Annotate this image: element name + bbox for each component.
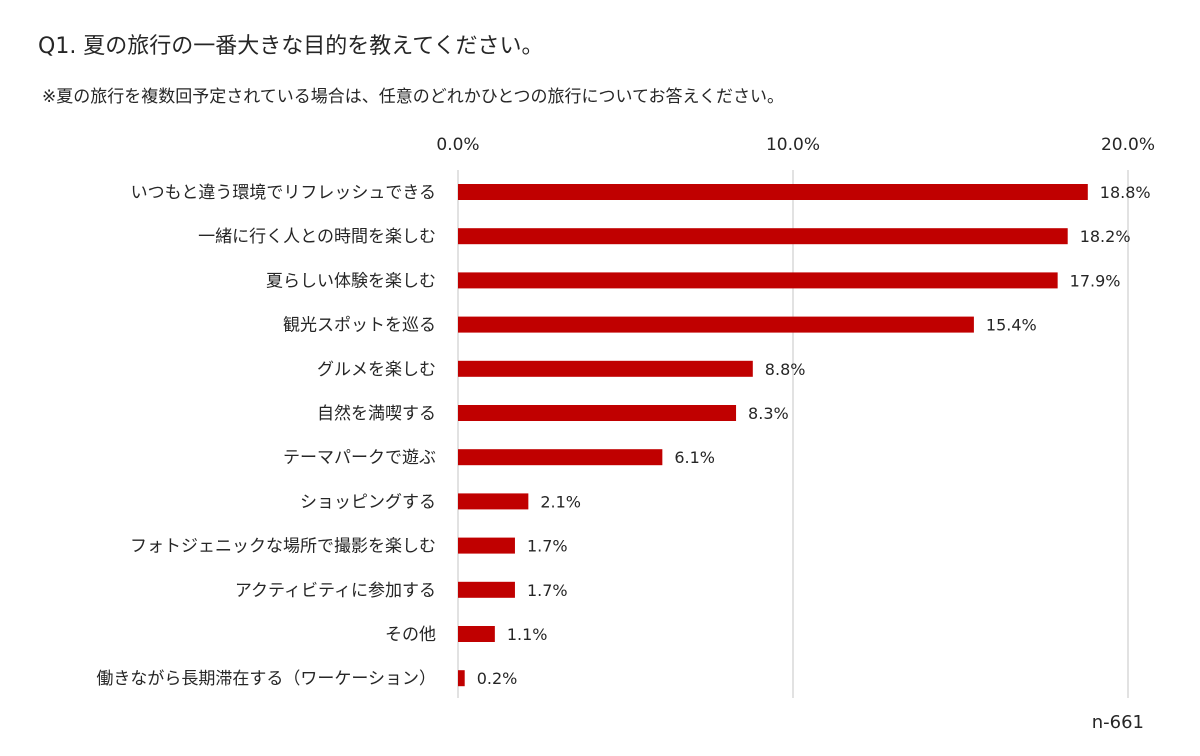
category-label: アクティビティに参加する (235, 581, 436, 601)
bar (458, 581, 515, 598)
category-labels: いつもと違う環境でリフレッシュできる一緒に行く人との時間を楽しむ夏らしい体験を楽… (96, 183, 436, 689)
bar (458, 405, 737, 421)
sample-size: n-661 (1091, 712, 1144, 733)
category-label: グルメを楽しむ (317, 360, 436, 380)
value-label: 1.7% (527, 537, 568, 556)
bars (458, 184, 1088, 687)
value-labels: 18.8% 18.2% 17.9% 15.4% 8.8% 8.3% 6.1% 2.1% 1.7%… (477, 183, 1151, 688)
bar (458, 272, 1058, 289)
x-tick-label: 0.0% (436, 135, 479, 155)
value-label: 15.4% (986, 316, 1037, 335)
value-label: 17.9% (1070, 271, 1121, 290)
category-label: その他 (385, 625, 436, 645)
category-label: テーマパークで遊ぶ (283, 448, 436, 468)
bar (458, 493, 529, 510)
category-label: ショッピングする (300, 492, 436, 512)
value-label: 1.1% (507, 625, 548, 644)
bar (458, 316, 974, 333)
category-label: 働きながら長期滞在する（ワーケーション） (96, 669, 436, 689)
category-label: 自然を満喫する (317, 404, 436, 424)
bar (458, 537, 515, 554)
value-label: 18.8% (1100, 183, 1151, 202)
value-label: 8.8% (765, 360, 806, 379)
value-label: 2.1% (540, 492, 581, 511)
value-label: 0.2% (477, 669, 518, 688)
bar (458, 449, 663, 466)
value-label: 6.1% (674, 448, 715, 467)
value-label: 8.3% (748, 404, 789, 423)
grid-lines (457, 170, 1129, 698)
bar (458, 360, 753, 377)
value-label: 1.7% (527, 581, 568, 600)
bar (458, 670, 465, 687)
x-tick-label: 20.0% (1101, 135, 1155, 155)
chart-title: Q1. 夏の旅行の一番大きな目的を教えてください。 (38, 34, 544, 59)
chart-note: ※夏の旅行を複数回予定されている場合は、任意のどれかひとつの旅行についてお答えく… (42, 87, 785, 107)
x-tick-label: 10.0% (766, 135, 820, 155)
x-axis-ticks: 0.0% 10.0% 20.0% (436, 135, 1155, 155)
category-label: 観光スポットを巡る (283, 316, 436, 336)
category-label: 一緒に行く人との時間を楽しむ (198, 227, 436, 247)
category-label: いつもと違う環境でリフレッシュできる (131, 183, 436, 203)
bar (458, 626, 495, 642)
bar (458, 228, 1068, 245)
value-label: 18.2% (1080, 227, 1131, 246)
category-label: 夏らしい体験を楽しむ (266, 271, 436, 291)
bar (458, 184, 1088, 200)
category-label: フォトジェニックな場所で撮影を楽しむ (130, 537, 436, 557)
